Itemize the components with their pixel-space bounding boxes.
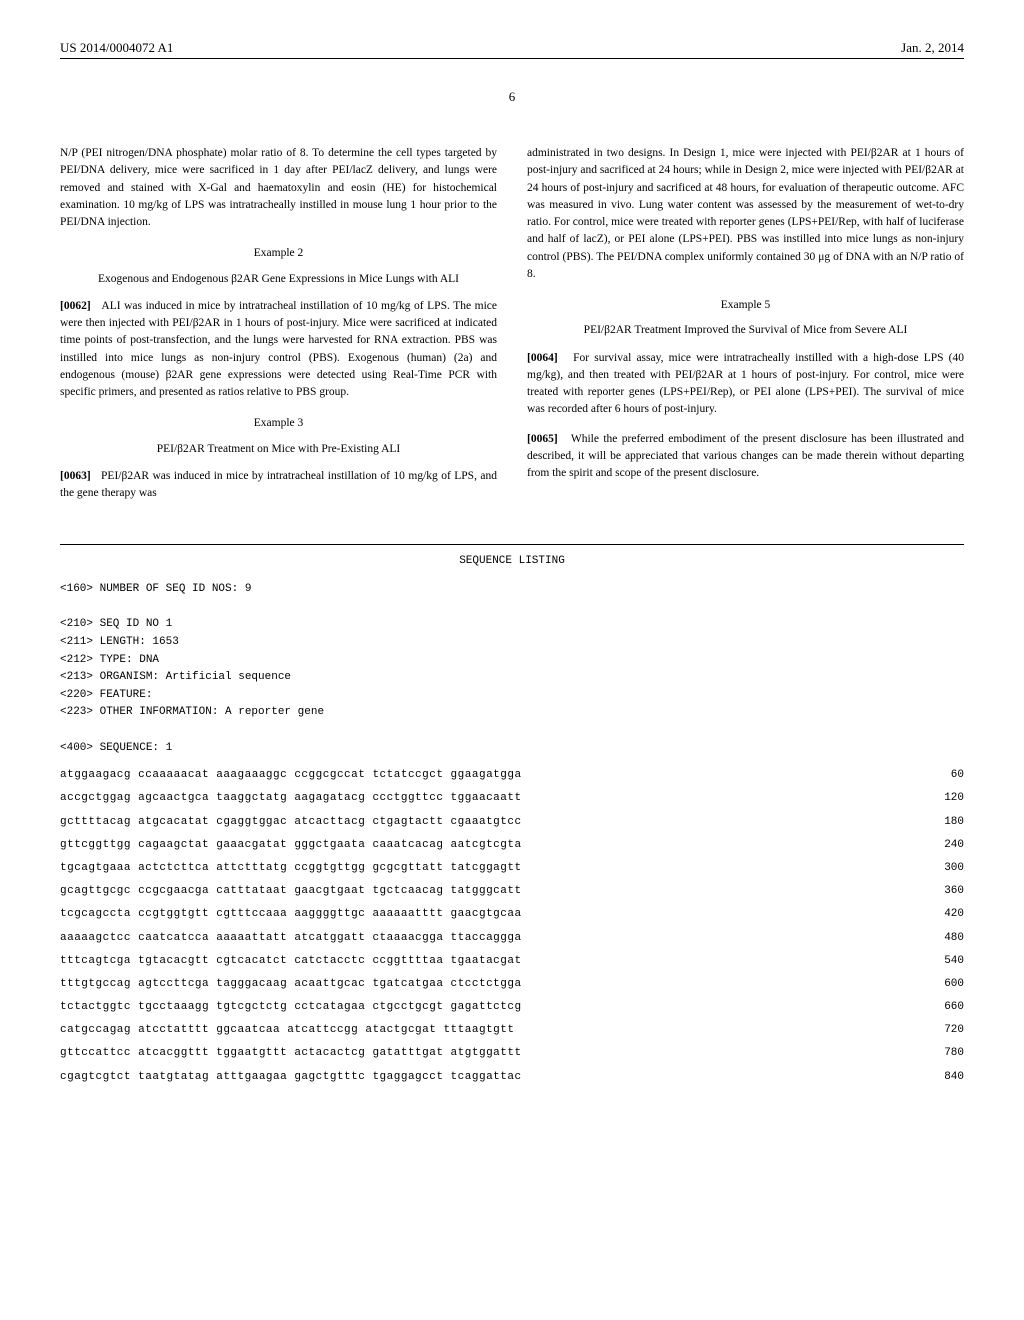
sequence-row: accgctggag agcaactgca taaggctatg aagagat… xyxy=(60,792,964,805)
sequence-row: tttgtgccag agtccttcga tagggacaag acaattg… xyxy=(60,978,964,991)
sequence-text: catgccagag atcctatttt ggcaatcaa atcattcc… xyxy=(60,1024,514,1037)
sequence-row: gcagttgcgc ccgcgaacga catttataat gaacgtg… xyxy=(60,885,964,898)
sequence-row: gttcggttgg cagaagctat gaaacgatat gggctga… xyxy=(60,839,964,852)
example-title: Example 5 xyxy=(527,297,964,314)
page-number: 6 xyxy=(60,89,964,105)
sequence-text: atggaagacg ccaaaaacat aaagaaaggc ccggcgc… xyxy=(60,769,522,782)
example-title: Example 3 xyxy=(60,415,497,432)
two-column-layout: N/P (PEI nitrogen/DNA phosphate) molar r… xyxy=(60,145,964,514)
right-column: administrated in two designs. In Design … xyxy=(527,145,964,514)
sequence-position: 120 xyxy=(924,792,964,805)
sequence-text: gcttttacag atgcacatat cgaggtggac atcactt… xyxy=(60,816,522,829)
paragraph-text: While the preferred embodiment of the pr… xyxy=(527,433,964,480)
sequence-position: 300 xyxy=(924,862,964,875)
sequence-row: tctactggtc tgcctaaagg tgtcgctctg cctcata… xyxy=(60,1001,964,1014)
paragraph: [0062] ALI was induced in mice by intrat… xyxy=(60,298,497,402)
paragraph-text: For survival assay, mice were intratrach… xyxy=(527,352,964,416)
paragraph: administrated in two designs. In Design … xyxy=(527,145,964,283)
sequence-position: 540 xyxy=(924,955,964,968)
patent-number: US 2014/0004072 A1 xyxy=(60,40,173,56)
example-title: Example 2 xyxy=(60,245,497,262)
sequence-position: 420 xyxy=(924,908,964,921)
sequence-position: 240 xyxy=(924,839,964,852)
sequence-row: catgccagag atcctatttt ggcaatcaa atcattcc… xyxy=(60,1024,964,1037)
sequence-metadata: <160> NUMBER OF SEQ ID NOS: 9 <210> SEQ … xyxy=(60,581,964,757)
sequence-position: 660 xyxy=(924,1001,964,1014)
example-subtitle: PEI/β2AR Treatment on Mice with Pre-Exis… xyxy=(60,441,497,458)
sequence-text: gcagttgcgc ccgcgaacga catttataat gaacgtg… xyxy=(60,885,522,898)
sequence-text: aaaaagctcc caatcatcca aaaaattatt atcatgg… xyxy=(60,932,522,945)
sequence-position: 480 xyxy=(924,932,964,945)
sequence-listing-section: SEQUENCE LISTING <160> NUMBER OF SEQ ID … xyxy=(60,544,964,1084)
sequence-row: tgcagtgaaa actctcttca attctttatg ccggtgt… xyxy=(60,862,964,875)
sequence-position: 780 xyxy=(924,1047,964,1060)
sequence-text: tttcagtcga tgtacacgtt cgtcacatct catctac… xyxy=(60,955,522,968)
paragraph: N/P (PEI nitrogen/DNA phosphate) molar r… xyxy=(60,145,497,231)
sequence-listing-title: SEQUENCE LISTING xyxy=(60,555,964,567)
sequence-text: gttccattcc atcacggttt tggaatgttt actacac… xyxy=(60,1047,522,1060)
example-subtitle: PEI/β2AR Treatment Improved the Survival… xyxy=(527,322,964,339)
sequence-row: atggaagacg ccaaaaacat aaagaaaggc ccggcgc… xyxy=(60,769,964,782)
paragraph-number: [0063] xyxy=(60,470,91,482)
sequence-position: 180 xyxy=(924,816,964,829)
page-header: US 2014/0004072 A1 Jan. 2, 2014 xyxy=(60,40,964,59)
sequence-row: gcttttacag atgcacatat cgaggtggac atcactt… xyxy=(60,816,964,829)
paragraph-text: PEI/β2AR was induced in mice by intratra… xyxy=(60,470,497,499)
sequence-data-block: atggaagacg ccaaaaacat aaagaaaggc ccggcgc… xyxy=(60,769,964,1084)
sequence-position: 840 xyxy=(924,1071,964,1084)
paragraph-number: [0062] xyxy=(60,300,91,312)
sequence-position: 60 xyxy=(924,769,964,782)
patent-date: Jan. 2, 2014 xyxy=(901,40,964,56)
sequence-text: tttgtgccag agtccttcga tagggacaag acaattg… xyxy=(60,978,522,991)
paragraph-text: ALI was induced in mice by intratracheal… xyxy=(60,300,497,398)
sequence-position: 600 xyxy=(924,978,964,991)
sequence-text: tgcagtgaaa actctcttca attctttatg ccggtgt… xyxy=(60,862,522,875)
paragraph: [0065] While the preferred embodiment of… xyxy=(527,431,964,483)
paragraph-number: [0064] xyxy=(527,352,558,364)
left-column: N/P (PEI nitrogen/DNA phosphate) molar r… xyxy=(60,145,497,514)
sequence-row: gttccattcc atcacggttt tggaatgttt actacac… xyxy=(60,1047,964,1060)
sequence-text: gttcggttgg cagaagctat gaaacgatat gggctga… xyxy=(60,839,522,852)
sequence-position: 720 xyxy=(924,1024,964,1037)
sequence-text: tctactggtc tgcctaaagg tgtcgctctg cctcata… xyxy=(60,1001,522,1014)
example-subtitle: Exogenous and Endogenous β2AR Gene Expre… xyxy=(60,271,497,288)
paragraph: [0063] PEI/β2AR was induced in mice by i… xyxy=(60,468,497,503)
sequence-text: cgagtcgtct taatgtatag atttgaagaa gagctgt… xyxy=(60,1071,522,1084)
sequence-position: 360 xyxy=(924,885,964,898)
sequence-row: aaaaagctcc caatcatcca aaaaattatt atcatgg… xyxy=(60,932,964,945)
sequence-row: tcgcagccta ccgtggtgtt cgtttccaaa aaggggt… xyxy=(60,908,964,921)
paragraph: [0064] For survival assay, mice were int… xyxy=(527,350,964,419)
sequence-text: accgctggag agcaactgca taaggctatg aagagat… xyxy=(60,792,522,805)
sequence-row: tttcagtcga tgtacacgtt cgtcacatct catctac… xyxy=(60,955,964,968)
sequence-text: tcgcagccta ccgtggtgtt cgtttccaaa aaggggt… xyxy=(60,908,522,921)
paragraph-number: [0065] xyxy=(527,433,558,445)
sequence-row: cgagtcgtct taatgtatag atttgaagaa gagctgt… xyxy=(60,1071,964,1084)
